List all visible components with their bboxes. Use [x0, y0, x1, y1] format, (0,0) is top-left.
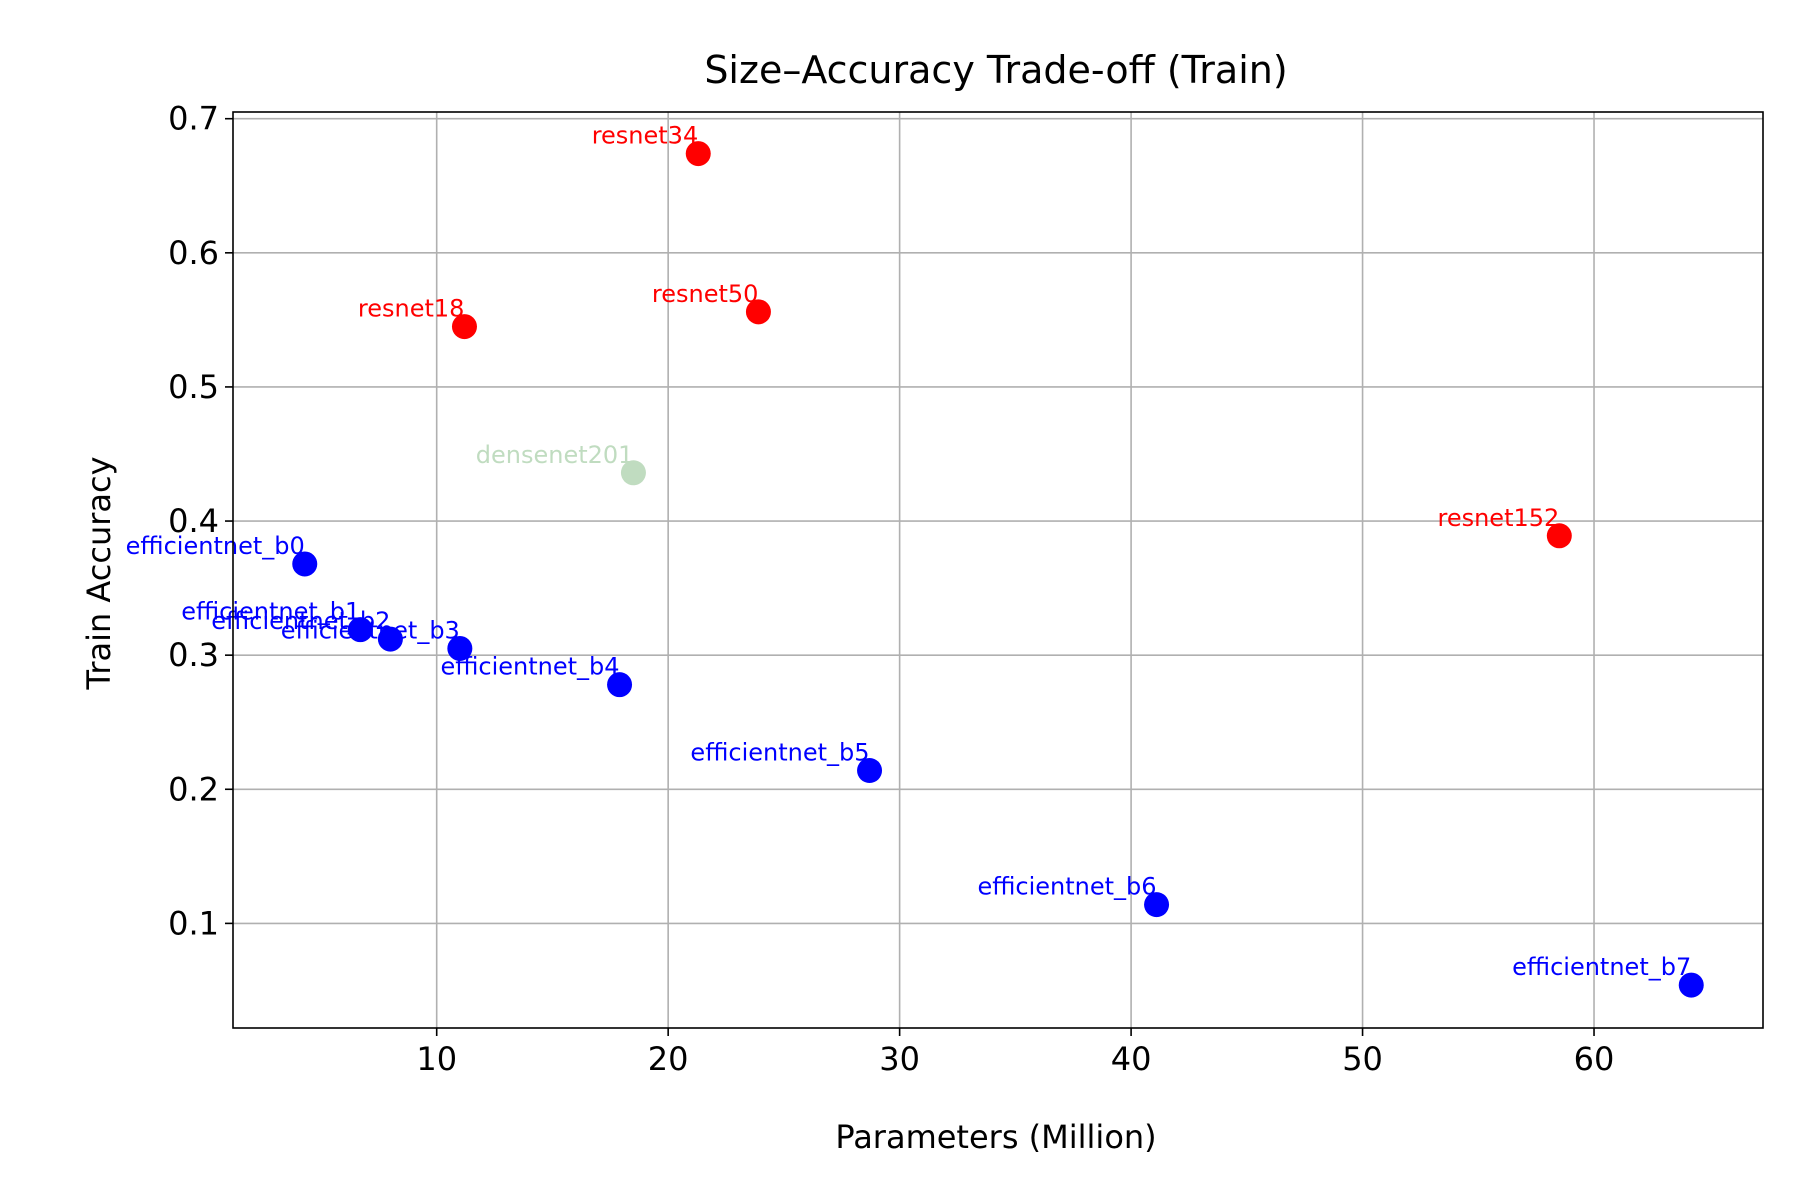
- point-label: resnet34: [592, 122, 699, 150]
- point-label: efficientnet_b7: [1512, 953, 1691, 981]
- point-label: resnet18: [358, 295, 465, 323]
- y-tick-label: 0.1: [168, 904, 219, 942]
- data-point: [1144, 892, 1170, 918]
- data-point: [377, 626, 403, 652]
- point-label: efficientnet_b5: [690, 739, 869, 767]
- plot-frame: [232, 111, 1764, 1029]
- data-point: [620, 460, 646, 486]
- data-point: [607, 672, 633, 698]
- y-tick-label: 0.6: [168, 234, 219, 272]
- grid: [233, 112, 1763, 1028]
- x-tick-label: 10: [416, 1040, 457, 1078]
- axis-ticks: 10 20 30 40 50 60 0.1 0.2 0.3 0.4 0.5 0.6 0.7: [168, 100, 1614, 1078]
- x-tick-label: 60: [1574, 1040, 1615, 1078]
- data-point: [1546, 523, 1572, 549]
- point-label: efficientnet_b1: [181, 598, 360, 626]
- data-point: [857, 758, 883, 784]
- data-point: [451, 314, 477, 340]
- y-tick-label: 0.7: [168, 100, 219, 138]
- x-tick-label: 40: [1111, 1040, 1152, 1078]
- chart-title: Size–Accuracy Trade-off (Train): [704, 48, 1287, 92]
- data-points: [292, 141, 1704, 998]
- data-point: [447, 635, 473, 661]
- x-tick-label: 50: [1342, 1040, 1383, 1078]
- y-axis-label: Train Accuracy: [80, 456, 118, 690]
- data-point: [347, 617, 373, 643]
- point-label: efficientnet_b4: [440, 653, 619, 681]
- y-tick-label: 0.2: [168, 770, 219, 808]
- point-label: resnet152: [1437, 504, 1559, 532]
- data-point: [745, 299, 771, 325]
- data-point: [685, 141, 711, 167]
- point-label: efficientnet_b6: [977, 873, 1156, 901]
- y-tick-label: 0.4: [168, 502, 219, 540]
- x-axis-label: Parameters (Million): [835, 1118, 1156, 1156]
- data-point: [292, 551, 318, 577]
- y-tick-label: 0.5: [168, 368, 219, 406]
- x-tick-label: 20: [648, 1040, 689, 1078]
- point-label: densenet201: [476, 441, 634, 469]
- point-label: efficientnet_b0: [126, 532, 305, 560]
- x-tick-label: 30: [879, 1040, 920, 1078]
- point-label: resnet50: [652, 280, 759, 308]
- data-point: [1678, 972, 1704, 998]
- y-tick-label: 0.3: [168, 636, 219, 674]
